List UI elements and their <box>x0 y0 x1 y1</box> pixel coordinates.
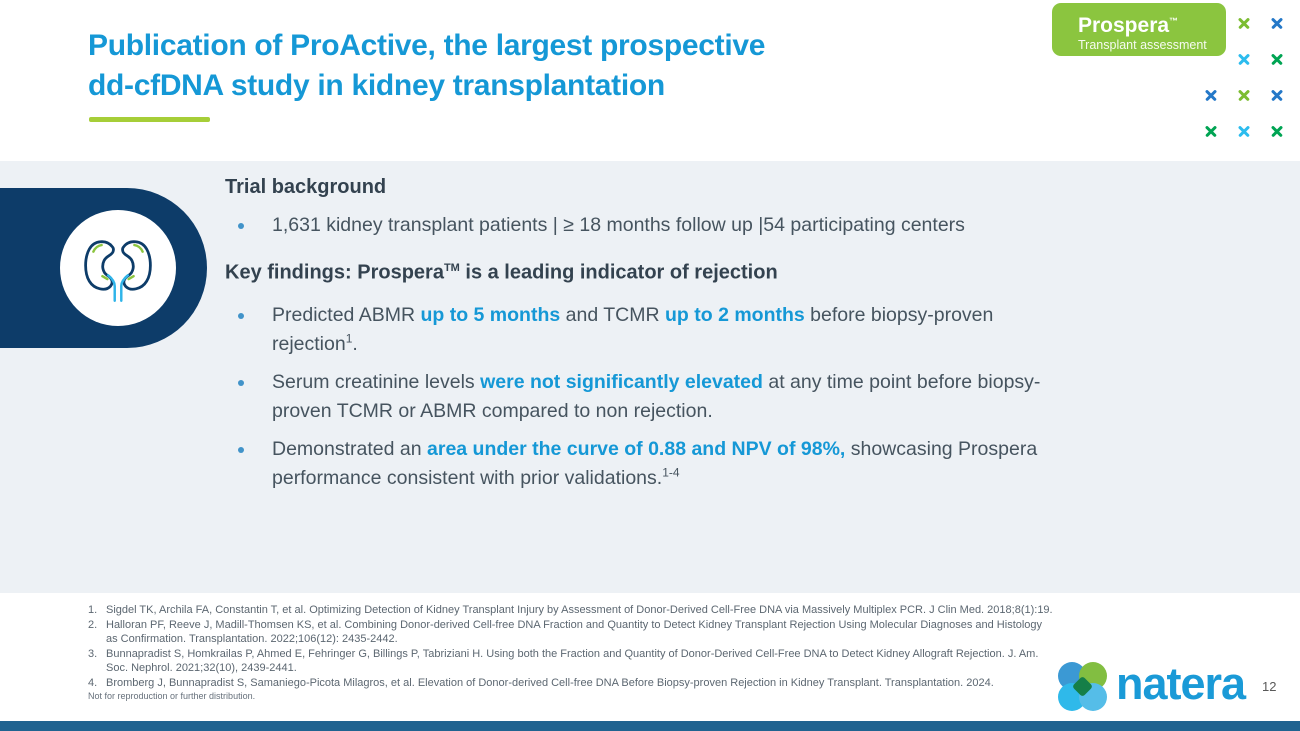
reference-text: Sigdel TK, Archila FA, Constantin T, et … <box>106 604 1053 616</box>
title-line-2: dd-cfDNA study in kidney transplantation <box>88 69 665 102</box>
reference-number: 3. <box>88 647 98 660</box>
content-band: Trial background 1,631 kidney transplant… <box>0 161 1300 593</box>
list-item: 1,631 kidney transplant patients | ≥ 18 … <box>225 211 1057 240</box>
bullet-dot-icon <box>235 377 247 389</box>
natera-logo: natera <box>1058 656 1246 712</box>
disclaimer-text: Not for reproduction or further distribu… <box>88 691 256 701</box>
kidney-pill-decoration <box>0 188 207 348</box>
x-mark-icon <box>1204 88 1218 102</box>
key-findings-list: Predicted ABMR up to 5 months and TCMR u… <box>225 301 1057 493</box>
bullet-dot-icon <box>235 220 247 232</box>
reference-text: Bunnapradist S, Homkrailas P, Ahmed E, F… <box>106 647 1039 675</box>
prospera-badge-tagline: Transplant assessment <box>1078 38 1207 52</box>
bullet-dot-icon <box>235 310 247 322</box>
text-segment: area under the curve of 0.88 and NPV of … <box>427 437 846 460</box>
references-list: 1. Sigdel TK, Archila FA, Constantin T, e… <box>88 603 1053 691</box>
page-number: 12 <box>1262 679 1277 694</box>
reference-item: 2. Halloran PF, Reeve J, Madill-Thomsen K… <box>88 618 1053 647</box>
key-findings-pre: Key findings: Prospera <box>225 261 444 284</box>
reference-item: 4. Bromberg J, Bunnapradist S, Samaniego-… <box>88 676 1053 691</box>
text-segment: Demonstrated an <box>272 437 428 460</box>
finding-bullet-text: Predicted ABMR up to 5 months and TCMR u… <box>272 301 1057 359</box>
natera-clover-icon <box>1058 662 1108 712</box>
x-mark-icon <box>1237 124 1251 138</box>
list-item: Predicted ABMR up to 5 months and TCMR u… <box>225 301 1057 359</box>
bottom-bar-decoration <box>0 721 1300 731</box>
key-findings-post: is a leading indicator of rejection <box>459 261 778 284</box>
reference-number: 2. <box>88 618 98 631</box>
title-line-1: Publication of ProActive, the largest pr… <box>88 29 766 62</box>
main-content: Trial background 1,631 kidney transplant… <box>225 174 1057 502</box>
text-segment: 1 <box>345 331 353 346</box>
page-title: Publication of ProActive, the largest pr… <box>88 26 765 106</box>
text-segment: were not significantly elevated <box>480 370 763 393</box>
trial-background-list: 1,631 kidney transplant patients | ≥ 18 … <box>225 211 1057 240</box>
x-mark-icon <box>1270 16 1284 30</box>
x-marks-decoration <box>1204 16 1284 138</box>
reference-number: 4. <box>88 676 98 689</box>
x-mark-icon <box>1204 124 1218 138</box>
kidneys-icon <box>84 240 152 303</box>
list-item: Demonstrated an area under the curve of … <box>225 435 1057 493</box>
text-segment: up to 2 months <box>665 303 805 326</box>
trial-background-bullet-text: 1,631 kidney transplant patients | ≥ 18 … <box>272 214 965 236</box>
reference-number: 1. <box>88 604 98 616</box>
prospera-badge: Prospera™ Transplant assessment <box>1052 3 1226 56</box>
key-findings-tm: TM <box>443 262 460 274</box>
text-segment: showcasing Prospera performance consiste… <box>272 437 1038 489</box>
natera-wordmark: natera <box>1116 658 1246 709</box>
x-mark-icon <box>1270 88 1284 102</box>
text-segment: and TCMR <box>560 303 665 326</box>
prospera-badge-brand: Prospera™ <box>1078 10 1226 37</box>
text-segment: Serum creatinine levels <box>272 370 481 393</box>
finding-bullet-text: Demonstrated an area under the curve of … <box>272 435 1057 493</box>
text-segment: up to 5 months <box>420 303 561 326</box>
reference-text: Halloran PF, Reeve J, Madill-Thomsen KS,… <box>106 618 1043 646</box>
reference-item: 1. Sigdel TK, Archila FA, Constantin T, e… <box>88 603 1053 618</box>
finding-bullet-text: Serum creatinine levels were not signifi… <box>272 368 1057 426</box>
reference-text: Bromberg J, Bunnapradist S, Samaniego-Pi… <box>106 676 994 689</box>
kidney-icon-circle <box>60 210 176 326</box>
x-mark-icon <box>1270 52 1284 66</box>
text-segment: . <box>352 332 358 355</box>
text-segment: before biopsy-proven rejection <box>272 303 994 355</box>
section-heading-trial-background: Trial background <box>225 176 387 198</box>
trademark-symbol: ™ <box>1169 16 1179 26</box>
prospera-brand-text: Prospera <box>1078 14 1170 37</box>
text-segment: 1-4 <box>662 465 680 480</box>
x-mark-icon <box>1237 52 1251 66</box>
text-segment: Predicted ABMR <box>272 303 421 326</box>
list-item: Serum creatinine levels were not signifi… <box>225 368 1057 426</box>
title-underline-decoration <box>89 117 210 122</box>
section-heading-key-findings: Key findings: ProsperaTM is a leading in… <box>225 255 1057 286</box>
bullet-dot-icon <box>235 444 247 456</box>
x-mark-icon <box>1237 88 1251 102</box>
x-mark-icon <box>1237 16 1251 30</box>
reference-item: 3. Bunnapradist S, Homkrailas P, Ahmed E,… <box>88 647 1053 676</box>
text-segment: at any time point before biopsy-proven T… <box>272 370 1041 422</box>
x-mark-icon <box>1270 124 1284 138</box>
